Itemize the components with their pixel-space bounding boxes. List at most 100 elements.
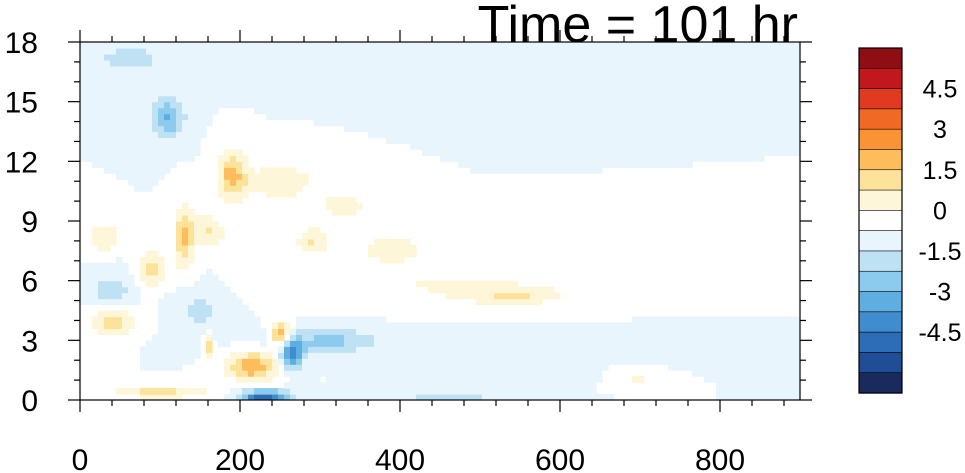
contour-cell — [338, 370, 345, 377]
contour-cell — [758, 125, 765, 133]
contour-cell — [500, 107, 507, 115]
contour-cell — [224, 47, 231, 55]
contour-cell — [410, 42, 417, 49]
contour-cell — [104, 286, 111, 294]
contour-cell — [524, 101, 531, 109]
contour-cell — [242, 328, 249, 335]
contour-cell — [746, 47, 753, 55]
contour-cell — [488, 119, 495, 127]
contour-cell — [446, 131, 453, 139]
contour-cell — [572, 137, 579, 145]
contour-cell — [254, 328, 261, 335]
contour-cell — [92, 286, 99, 294]
contour-cell — [122, 173, 129, 180]
contour-cell — [650, 334, 657, 341]
contour-cell — [542, 71, 549, 79]
contour-cell — [182, 119, 189, 127]
contour-cell — [188, 101, 195, 109]
contour-cell — [248, 370, 255, 377]
contour-cell — [488, 328, 495, 335]
contour-cell — [590, 77, 597, 85]
contour-cell — [506, 113, 513, 121]
contour-cell — [794, 107, 800, 115]
contour-cell — [380, 382, 387, 389]
contour-cell — [536, 388, 543, 395]
contour-cell — [452, 155, 459, 162]
contour-cell — [470, 149, 477, 156]
contour-cell — [224, 179, 231, 186]
contour-cell — [128, 280, 135, 288]
contour-cell — [548, 119, 555, 127]
contour-cell — [302, 394, 309, 400]
contour-cell — [128, 286, 135, 294]
contour-cell — [278, 89, 285, 97]
contour-cell — [728, 131, 735, 139]
contour-cell — [782, 328, 789, 335]
contour-cell — [566, 352, 573, 359]
contour-cell — [758, 113, 765, 121]
contour-cell — [554, 47, 561, 55]
contour-cell — [488, 286, 495, 294]
contour-cell — [596, 376, 603, 383]
contour-cell — [758, 137, 765, 145]
contour-cell — [320, 47, 327, 55]
contour-cell — [92, 155, 99, 162]
contour-cell — [782, 77, 789, 85]
contour-cell — [446, 340, 453, 347]
contour-cell — [284, 394, 291, 400]
contour-cell — [512, 149, 519, 156]
contour-cell — [194, 131, 201, 139]
contour-cell — [794, 370, 800, 377]
contour-cell — [518, 364, 525, 371]
contour-cell — [206, 215, 213, 222]
contour-cell — [134, 59, 141, 67]
contour-cell — [464, 137, 471, 145]
contour-cell — [686, 125, 693, 133]
contour-cell — [434, 352, 441, 359]
contour-cell — [308, 316, 315, 324]
contour-cell — [704, 53, 711, 61]
contour-cell — [794, 101, 800, 109]
contour-cell — [320, 346, 327, 353]
contour-cell — [722, 394, 729, 400]
contour-cell — [728, 71, 735, 79]
contour-cell — [428, 149, 435, 156]
contour-cell — [206, 113, 213, 121]
contour-cell — [104, 155, 111, 162]
contour-cell — [284, 370, 291, 377]
contour-cell — [776, 71, 783, 79]
contour-cell — [716, 125, 723, 133]
contour-cell — [236, 161, 243, 168]
contour-cell — [602, 352, 609, 359]
contour-cell — [596, 370, 603, 377]
contour-cell — [446, 137, 453, 145]
contour-cell — [86, 262, 93, 270]
contour-cell — [98, 328, 105, 335]
contour-cell — [230, 352, 237, 359]
contour-cell — [590, 334, 597, 341]
contour-cell — [728, 334, 735, 341]
contour-cell — [188, 286, 195, 294]
contour-cell — [386, 328, 393, 335]
contour-cell — [296, 179, 303, 186]
contour-cell — [206, 65, 213, 73]
contour-cell — [596, 352, 603, 359]
contour-cell — [332, 119, 339, 127]
contour-cell — [128, 65, 135, 73]
contour-cell — [182, 388, 189, 395]
contour-cell — [158, 47, 165, 55]
contour-cell — [644, 77, 651, 85]
contour-cell — [476, 376, 483, 383]
contour-cell — [794, 143, 800, 150]
contour-cell — [416, 352, 423, 359]
contour-cell — [176, 226, 183, 234]
contour-cell — [668, 119, 675, 127]
contour-cell — [746, 71, 753, 79]
contour-cell — [308, 107, 315, 115]
contour-cell — [110, 71, 117, 79]
x-axis: 0 200 400 600 800 — [72, 30, 785, 473]
contour-cell — [200, 71, 207, 79]
contour-cell — [506, 292, 513, 300]
contour-cell — [230, 394, 237, 400]
contour-cell — [584, 71, 591, 79]
